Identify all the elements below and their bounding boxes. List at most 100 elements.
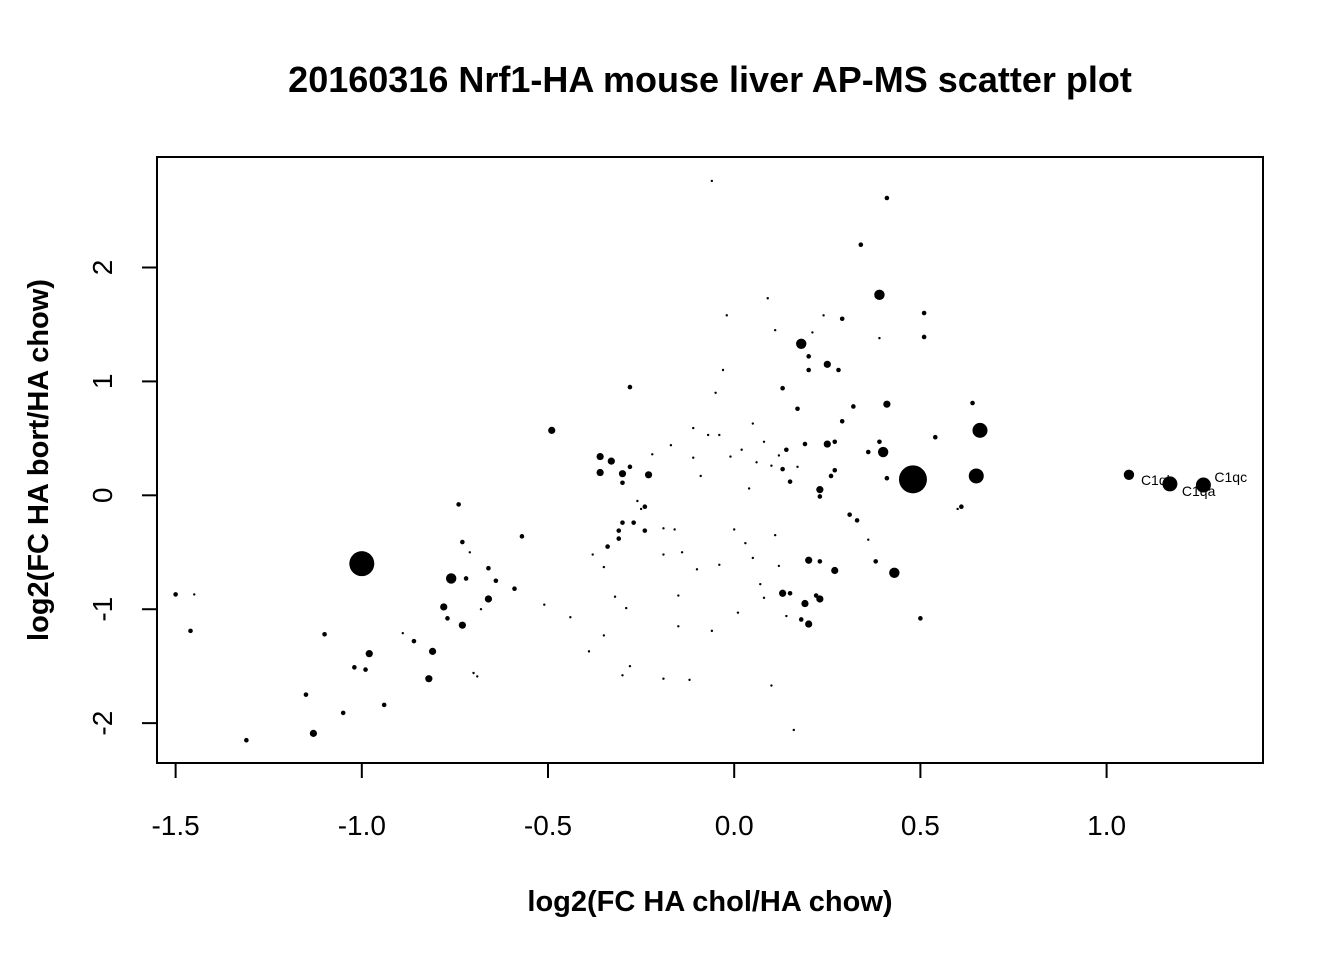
data-point (363, 667, 368, 672)
data-point (823, 440, 831, 448)
data-point (651, 453, 654, 456)
data-point (636, 499, 639, 503)
data-point (602, 565, 606, 569)
data-point (680, 551, 684, 554)
data-point (1195, 477, 1211, 493)
data-point (718, 563, 721, 566)
data-point (851, 404, 856, 409)
data-point (618, 470, 627, 478)
data-point (816, 595, 824, 603)
data-point (736, 611, 740, 614)
data-point (878, 336, 881, 340)
x-tick-label: 0.5 (901, 810, 940, 841)
data-point (695, 568, 699, 571)
data-point (463, 576, 469, 581)
data-point (309, 729, 318, 737)
data-point (596, 452, 604, 461)
data-point (519, 534, 525, 539)
data-point (706, 433, 710, 437)
data-point (349, 551, 375, 577)
data-point (970, 400, 975, 406)
data-point (479, 608, 483, 611)
data-point (662, 527, 665, 530)
data-point (773, 533, 777, 537)
point-label: C1qc (1214, 469, 1247, 485)
data-point (620, 480, 625, 486)
x-tick-label: 0.0 (715, 810, 754, 841)
data-point (627, 384, 633, 390)
data-point (884, 475, 890, 481)
data-point (884, 195, 890, 201)
data-point (718, 433, 721, 437)
data-point (836, 367, 841, 373)
data-point (468, 551, 472, 554)
data-point (548, 426, 556, 434)
data-point (865, 449, 871, 455)
plot-area-frame (156, 156, 1264, 764)
data-point (787, 479, 793, 484)
y-axis-label: log2(FC HA bort/HA chow) (23, 279, 55, 641)
data-point (710, 629, 714, 633)
data-point (456, 502, 461, 507)
data-point (613, 595, 617, 598)
data-point (802, 441, 808, 447)
data-point (425, 675, 433, 683)
data-point (805, 556, 813, 564)
data-point (322, 631, 327, 637)
data-point (669, 443, 673, 447)
data-point (832, 439, 838, 445)
data-point (828, 473, 834, 479)
data-point (831, 566, 839, 575)
data-point (747, 487, 751, 490)
data-point (607, 457, 615, 465)
data-point (725, 314, 728, 317)
data-point (365, 650, 373, 658)
data-point (823, 360, 831, 368)
data-point (616, 528, 622, 533)
data-point (847, 512, 852, 517)
data-point (303, 692, 309, 697)
data-point (787, 590, 793, 596)
data-point (445, 616, 450, 621)
data-point (596, 468, 604, 477)
data-point (811, 331, 814, 334)
y-tick-label: 0 (87, 488, 118, 504)
data-point (381, 702, 387, 708)
data-point (692, 456, 695, 459)
data-point (486, 565, 491, 571)
data-point (801, 599, 809, 608)
y-tick-label: -2 (87, 711, 118, 736)
x-tick-label: -1.0 (338, 810, 386, 841)
data-point (440, 603, 448, 611)
data-point (193, 593, 196, 596)
y-axis: -2 -1 0 1 2 (87, 260, 158, 736)
data-point (832, 467, 838, 473)
data-point (587, 650, 591, 653)
data-point (620, 520, 625, 525)
data-point (729, 455, 732, 458)
data-point (625, 606, 628, 610)
data-point (806, 354, 811, 359)
data-point (877, 446, 889, 458)
data-point (918, 616, 923, 621)
data-point (956, 507, 959, 511)
y-tick-label: 1 (87, 374, 118, 390)
data-point (493, 578, 499, 584)
data-point (627, 464, 633, 470)
x-axis-label: log2(FC HA chol/HA chow) (527, 886, 892, 918)
chart-title: 20160316 Nrf1-HA mouse liver AP-MS scatt… (288, 59, 1132, 100)
data-point (677, 594, 680, 597)
data-point (762, 440, 766, 443)
data-point (543, 603, 546, 606)
data-point (692, 426, 695, 430)
data-point (796, 338, 807, 350)
data-point (662, 677, 665, 680)
data-point (817, 494, 823, 499)
data-point (1123, 469, 1135, 481)
data-point (621, 674, 624, 677)
x-tick-label: 1.0 (1087, 810, 1126, 841)
data-point (188, 628, 193, 634)
data-point (877, 439, 882, 445)
data-point (780, 466, 785, 472)
data-point (662, 553, 665, 556)
